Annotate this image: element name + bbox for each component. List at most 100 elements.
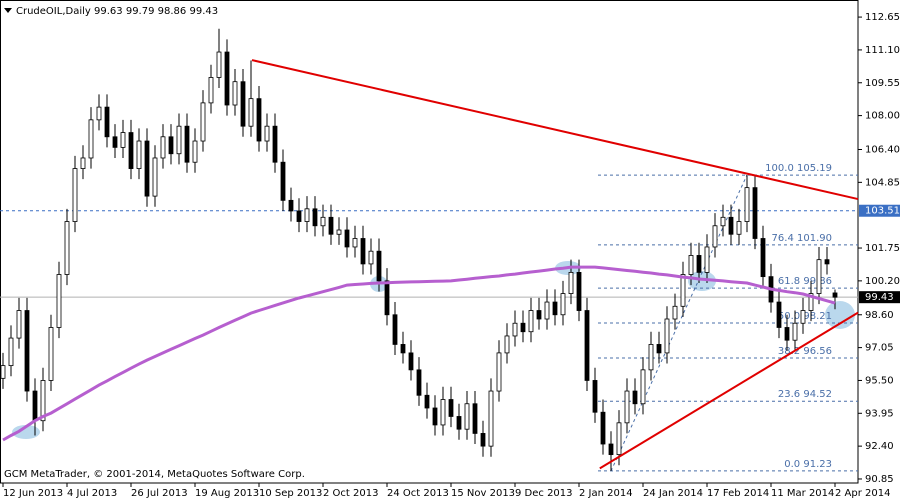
candle-body xyxy=(520,322,526,333)
candle-body xyxy=(416,369,422,396)
candle-body xyxy=(608,443,614,456)
candle-body xyxy=(328,216,334,235)
x-tick-label: 10 Sep 2013 xyxy=(259,488,322,499)
y-tick-label: 104.85 xyxy=(865,177,900,188)
fib-label: 61.8 99.86 xyxy=(778,276,832,287)
candle-body xyxy=(816,259,822,294)
candle-body xyxy=(112,136,118,148)
bid-price-box xyxy=(859,291,900,304)
candle-body xyxy=(64,221,70,275)
fib-price: 98.21 xyxy=(803,311,832,322)
candle-body xyxy=(696,255,702,273)
candle-body xyxy=(440,399,446,426)
candle-body xyxy=(32,390,38,422)
fib-price: 105.19 xyxy=(797,163,832,174)
candle-body xyxy=(200,102,206,142)
candle-body xyxy=(552,301,558,316)
candle-body xyxy=(0,365,6,379)
candle-body xyxy=(728,216,734,235)
candle-body xyxy=(96,106,102,121)
candle-body xyxy=(392,314,398,345)
y-tick-label: 111.10 xyxy=(865,45,900,56)
y-tick-label: 112.65 xyxy=(865,12,900,23)
x-tick-label: 9 Dec 2013 xyxy=(515,488,573,499)
candle-body xyxy=(584,310,590,381)
candle-body xyxy=(448,399,454,417)
y-tick-label: 108.00 xyxy=(865,111,900,122)
candle-body xyxy=(304,208,310,222)
candle-body xyxy=(56,274,62,328)
candle-body xyxy=(264,125,270,142)
fib-ratio: 50.0 xyxy=(778,311,800,322)
open: 99.63 xyxy=(94,6,123,17)
y-tick-label: 100.20 xyxy=(865,276,900,287)
symbol: CrudeOIL,Daily xyxy=(16,6,91,17)
candle-body xyxy=(208,77,214,104)
candle-body xyxy=(600,411,606,445)
candle-body xyxy=(368,250,374,265)
candle-body xyxy=(296,210,302,222)
candle-body xyxy=(128,132,134,169)
fib-price: 96.56 xyxy=(803,346,832,357)
y-tick-label: 101.75 xyxy=(865,243,900,254)
candle-body xyxy=(288,199,294,212)
low: 98.86 xyxy=(158,6,187,17)
x-tick-label: 4 Jul 2013 xyxy=(67,488,117,499)
candle-body xyxy=(544,301,550,320)
candle-body xyxy=(480,433,486,447)
x-tick-label: 12 Jun 2013 xyxy=(3,488,63,499)
candle-body xyxy=(456,416,462,430)
candle-body xyxy=(488,390,494,447)
candle-body xyxy=(232,81,238,106)
candle-body xyxy=(736,221,742,235)
footer: GCM MetaTrader, © 2001-2014, MetaQuotes … xyxy=(4,469,305,480)
candle-body xyxy=(576,271,582,311)
y-tick-label: 98.60 xyxy=(865,310,894,321)
close: 99.43 xyxy=(189,6,218,17)
candle-body xyxy=(656,344,662,354)
header: CrudeOIL,Daily 99.63 99.79 98.86 99.43 xyxy=(16,6,218,17)
candle-body xyxy=(176,125,182,155)
candle-body xyxy=(616,422,622,456)
candle-body xyxy=(320,216,326,227)
high: 99.79 xyxy=(126,6,155,17)
candle-body xyxy=(496,352,502,392)
candle-body xyxy=(120,132,126,148)
candle-body xyxy=(360,238,366,265)
candle-body xyxy=(192,140,198,163)
y-tick-label: 106.40 xyxy=(865,145,900,156)
candle-body xyxy=(152,157,158,197)
y-tick-label: 93.95 xyxy=(865,408,894,419)
y-tick-label: 109.55 xyxy=(865,78,900,89)
y-tick-label: 97.05 xyxy=(865,343,894,354)
candle-body xyxy=(752,187,758,239)
candle-body xyxy=(832,292,838,298)
fib-label: 100.0 105.19 xyxy=(765,163,832,174)
fib-price: 94.52 xyxy=(803,389,832,400)
candle-body xyxy=(104,106,110,138)
candle-body xyxy=(424,394,430,409)
candle-body xyxy=(784,327,790,341)
fib-label: 50.0 98.21 xyxy=(778,311,832,322)
candle-body xyxy=(272,125,278,163)
level-price-label: 103.51 xyxy=(865,206,900,217)
fib-label: 0.0 91.23 xyxy=(784,459,832,470)
candle-body xyxy=(88,119,94,159)
fib-ratio: 38.2 xyxy=(778,346,800,357)
candle-body xyxy=(528,310,534,333)
candle-body xyxy=(24,310,30,392)
candle-body xyxy=(536,310,542,320)
y-tick-label: 95.50 xyxy=(865,375,894,386)
fib-ratio: 0.0 xyxy=(784,459,800,470)
y-tick-label: 92.40 xyxy=(865,441,894,452)
candle-body xyxy=(808,293,814,311)
fib-price: 91.23 xyxy=(803,459,832,470)
candle-body xyxy=(280,161,286,201)
fib-label: 76.4 101.90 xyxy=(772,233,832,244)
candle-body xyxy=(184,125,190,163)
highlights xyxy=(12,261,855,439)
candle-body xyxy=(624,390,630,424)
highlight xyxy=(688,271,716,291)
candle-body xyxy=(704,246,710,273)
